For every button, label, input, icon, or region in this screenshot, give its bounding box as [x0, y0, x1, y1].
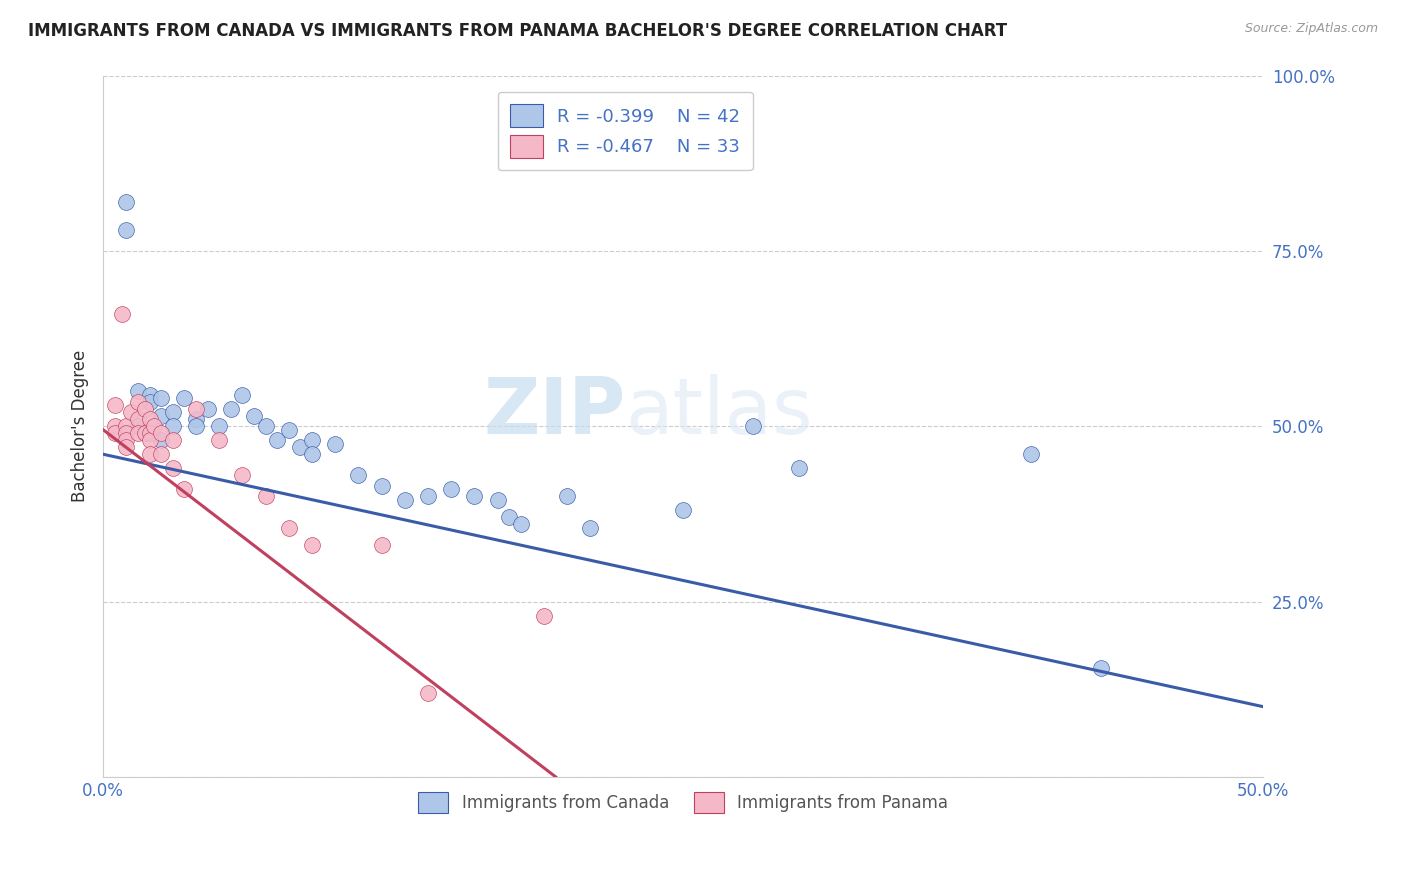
Point	[370, 479, 392, 493]
Point	[134, 426, 156, 441]
Point	[162, 419, 184, 434]
Point	[138, 434, 160, 448]
Point	[416, 489, 439, 503]
Point	[162, 461, 184, 475]
Point	[173, 483, 195, 497]
Point	[115, 426, 138, 441]
Point	[127, 426, 149, 441]
Point	[150, 409, 173, 423]
Point	[143, 419, 166, 434]
Point	[115, 434, 138, 448]
Point	[290, 440, 312, 454]
Point	[416, 686, 439, 700]
Point	[254, 419, 277, 434]
Point	[150, 434, 173, 448]
Point	[150, 447, 173, 461]
Point	[787, 461, 810, 475]
Point	[138, 394, 160, 409]
Point	[127, 419, 149, 434]
Text: atlas: atlas	[626, 374, 813, 450]
Point	[672, 503, 695, 517]
Point	[138, 387, 160, 401]
Point	[162, 434, 184, 448]
Point	[231, 387, 253, 401]
Point	[138, 447, 160, 461]
Point	[741, 419, 763, 434]
Point	[104, 426, 127, 441]
Point	[162, 405, 184, 419]
Point	[150, 391, 173, 405]
Point	[1090, 661, 1112, 675]
Point	[555, 489, 578, 503]
Point	[173, 391, 195, 405]
Point	[138, 412, 160, 426]
Point	[150, 426, 173, 441]
Point	[440, 483, 463, 497]
Point	[486, 492, 509, 507]
Point	[184, 412, 207, 426]
Point	[127, 412, 149, 426]
Point	[138, 426, 160, 441]
Point	[254, 489, 277, 503]
Point	[231, 468, 253, 483]
Point	[301, 434, 323, 448]
Point	[370, 538, 392, 552]
Point	[184, 419, 207, 434]
Point	[115, 194, 138, 209]
Point	[1021, 447, 1043, 461]
Point	[347, 468, 370, 483]
Point	[301, 447, 323, 461]
Point	[277, 423, 299, 437]
Point	[115, 419, 138, 434]
Point	[509, 517, 531, 532]
Point	[277, 521, 299, 535]
Point	[111, 307, 134, 321]
Point	[127, 384, 149, 398]
Point	[104, 419, 127, 434]
Point	[208, 434, 231, 448]
Point	[301, 538, 323, 552]
Point	[243, 409, 266, 423]
Text: Source: ZipAtlas.com: Source: ZipAtlas.com	[1244, 22, 1378, 36]
Point	[115, 440, 138, 454]
Point	[208, 419, 231, 434]
Point	[498, 510, 520, 524]
Point	[115, 223, 138, 237]
Point	[323, 436, 346, 450]
Point	[197, 401, 219, 416]
Point	[533, 608, 555, 623]
Point	[579, 521, 602, 535]
Point	[394, 492, 416, 507]
Point	[266, 434, 288, 448]
Point	[184, 401, 207, 416]
Text: ZIP: ZIP	[484, 374, 626, 450]
Point	[463, 489, 485, 503]
Text: IMMIGRANTS FROM CANADA VS IMMIGRANTS FROM PANAMA BACHELOR'S DEGREE CORRELATION C: IMMIGRANTS FROM CANADA VS IMMIGRANTS FRO…	[28, 22, 1007, 40]
Point	[134, 401, 156, 416]
Y-axis label: Bachelor's Degree: Bachelor's Degree	[72, 350, 89, 502]
Legend: Immigrants from Canada, Immigrants from Panama: Immigrants from Canada, Immigrants from …	[406, 780, 960, 824]
Point	[219, 401, 242, 416]
Point	[127, 394, 149, 409]
Point	[104, 398, 127, 412]
Point	[120, 405, 142, 419]
